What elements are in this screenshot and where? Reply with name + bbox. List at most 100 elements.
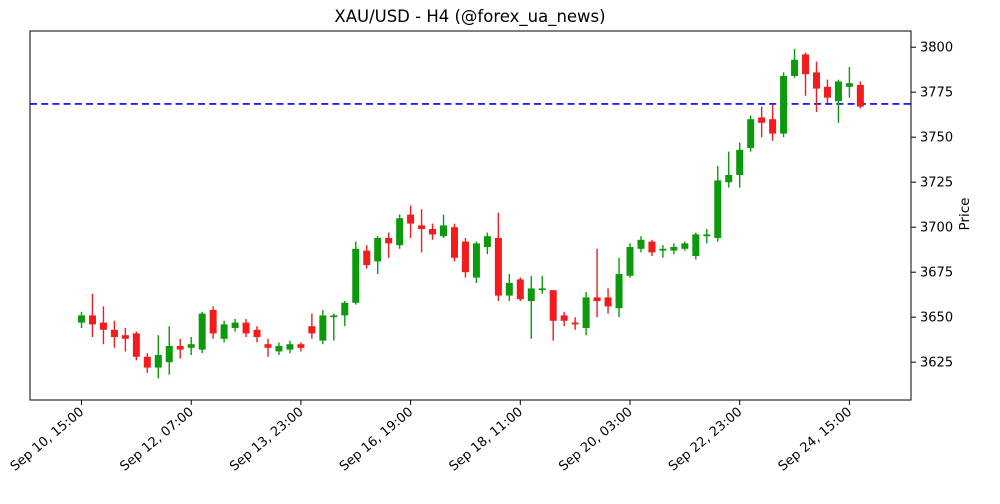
candle bbox=[769, 104, 777, 141]
candle bbox=[440, 214, 448, 238]
candle bbox=[856, 81, 864, 109]
candle bbox=[791, 49, 799, 78]
candle-body bbox=[198, 313, 206, 350]
candle-body bbox=[802, 54, 810, 75]
candle bbox=[692, 232, 700, 260]
candle-body bbox=[275, 346, 283, 352]
x-tick-label: Sep 13, 23:00 bbox=[227, 405, 306, 475]
x-tick-label-group: Sep 10, 15:00 bbox=[8, 405, 87, 475]
candle bbox=[736, 142, 744, 188]
candle bbox=[560, 311, 568, 327]
candle-body bbox=[780, 76, 788, 134]
candle bbox=[516, 277, 524, 301]
chart-title: XAU/USD - H4 (@forex_ua_news) bbox=[334, 7, 605, 27]
candle bbox=[834, 79, 842, 123]
candle bbox=[615, 257, 623, 318]
candle bbox=[780, 72, 788, 138]
x-tick-label: Sep 18, 11:00 bbox=[447, 405, 526, 475]
candle bbox=[758, 106, 766, 138]
candle bbox=[132, 331, 140, 361]
candle-body bbox=[154, 355, 162, 368]
y-tick-label: 3750 bbox=[920, 131, 953, 146]
candle-body bbox=[736, 149, 744, 175]
candle-body bbox=[538, 288, 546, 291]
candle bbox=[198, 311, 206, 354]
candle bbox=[527, 275, 535, 339]
candle-body bbox=[121, 335, 129, 339]
candle-body bbox=[823, 86, 831, 98]
y-tick-label: 3675 bbox=[920, 266, 953, 281]
candle bbox=[121, 328, 129, 352]
candle bbox=[714, 166, 722, 242]
candles-layer bbox=[78, 49, 864, 379]
candle bbox=[461, 238, 469, 278]
candle-body bbox=[812, 72, 820, 89]
candle-body bbox=[834, 81, 842, 102]
candle bbox=[725, 151, 733, 188]
candle-body bbox=[78, 315, 85, 323]
candle bbox=[308, 313, 316, 339]
candle-body bbox=[791, 59, 799, 76]
candle-body bbox=[856, 85, 864, 107]
candle bbox=[494, 212, 502, 301]
y-tick-label: 3725 bbox=[920, 176, 953, 191]
plot-border bbox=[29, 30, 912, 401]
candle bbox=[802, 52, 810, 96]
candle-body bbox=[725, 175, 733, 183]
candle bbox=[330, 313, 338, 341]
x-tick-label-group: Sep 18, 11:00 bbox=[447, 405, 526, 475]
candle bbox=[297, 342, 305, 352]
candle bbox=[538, 275, 546, 294]
candle-body bbox=[747, 119, 755, 148]
candle bbox=[78, 311, 85, 328]
candle-body bbox=[637, 239, 645, 249]
candle-body bbox=[516, 279, 524, 300]
candle bbox=[88, 293, 96, 337]
candle-body bbox=[396, 218, 404, 246]
candle-body bbox=[527, 288, 535, 301]
candle bbox=[319, 310, 327, 345]
candle-body bbox=[99, 322, 107, 330]
candle-body bbox=[385, 238, 393, 244]
candle-body bbox=[450, 227, 458, 258]
candle bbox=[604, 288, 612, 314]
candle-body bbox=[330, 315, 338, 318]
candle bbox=[352, 241, 360, 305]
candle-body bbox=[319, 315, 327, 341]
candle-body bbox=[845, 83, 853, 87]
candle bbox=[845, 67, 853, 98]
candle bbox=[823, 79, 831, 103]
y-tick-label: 3800 bbox=[920, 41, 953, 56]
candle bbox=[472, 241, 480, 283]
candle-body bbox=[429, 229, 437, 235]
candle-body bbox=[648, 241, 656, 253]
candle bbox=[659, 245, 667, 258]
candle-body bbox=[418, 225, 426, 229]
x-tick-label: Sep 16, 19:00 bbox=[337, 405, 416, 475]
candle bbox=[418, 209, 426, 253]
candle bbox=[110, 320, 118, 348]
candle-body bbox=[231, 322, 239, 328]
candle-body bbox=[187, 344, 195, 348]
candle bbox=[582, 292, 590, 336]
candle-body bbox=[308, 326, 316, 334]
candle bbox=[747, 115, 755, 152]
candle bbox=[143, 353, 151, 373]
candle bbox=[154, 335, 162, 379]
candle bbox=[648, 239, 656, 256]
candle bbox=[549, 290, 557, 341]
candle bbox=[450, 223, 458, 262]
x-tick-label: Sep 12, 07:00 bbox=[117, 405, 196, 475]
candle-body bbox=[703, 234, 711, 237]
candle bbox=[187, 337, 195, 355]
candle-body bbox=[604, 297, 612, 307]
candle-body bbox=[209, 310, 217, 334]
x-tick-label-group: Sep 22, 23:00 bbox=[666, 405, 745, 475]
candle-body bbox=[363, 250, 371, 265]
candle-body bbox=[407, 214, 415, 224]
candle-body bbox=[143, 356, 151, 368]
y-tick-label: 3625 bbox=[920, 356, 953, 371]
candle bbox=[264, 338, 272, 357]
candle-body bbox=[615, 274, 623, 309]
